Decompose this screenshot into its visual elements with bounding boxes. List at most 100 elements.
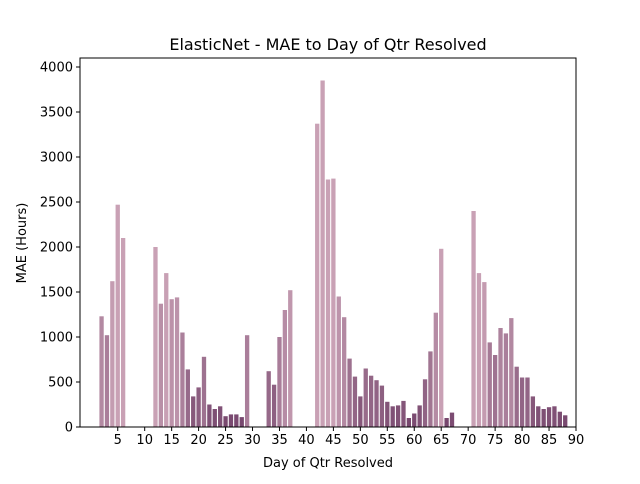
bar-day-77 bbox=[503, 333, 509, 427]
bar-day-19 bbox=[191, 396, 196, 427]
bar-day-88 bbox=[563, 415, 568, 427]
bar-day-84 bbox=[541, 409, 546, 427]
bar-day-15 bbox=[169, 299, 174, 427]
y-tick-label: 2000 bbox=[40, 241, 73, 256]
x-axis-ticks: 5 10 15 20 25 30 35 40 45 50 55 60 65 70 75 80 85 90 bbox=[114, 427, 585, 448]
chart-title: ElasticNet - MAE to Day of Qtr Resolved bbox=[169, 35, 486, 54]
bar-day-27 bbox=[234, 414, 239, 427]
bar-day-29 bbox=[244, 335, 250, 427]
x-tick-label: 55 bbox=[379, 433, 396, 448]
bar-day-21 bbox=[201, 356, 207, 427]
bar-day-55 bbox=[385, 401, 390, 427]
y-axis-ticks: 0 500 1000 1500 2000 2500 3000 3500 4000 bbox=[40, 61, 80, 436]
bar-day-74 bbox=[487, 342, 492, 427]
bar-day-63 bbox=[428, 351, 433, 427]
y-tick-label: 4000 bbox=[40, 61, 73, 76]
bar-day-65 bbox=[439, 248, 444, 427]
bar-day-59 bbox=[406, 418, 412, 427]
bar-day-76 bbox=[498, 328, 503, 427]
x-tick-label: 10 bbox=[136, 433, 153, 448]
bar-day-60 bbox=[412, 413, 417, 427]
x-tick-label: 20 bbox=[190, 433, 207, 448]
bar-day-28 bbox=[239, 417, 244, 427]
x-tick-label: 85 bbox=[541, 433, 558, 448]
bar-day-85 bbox=[546, 407, 552, 427]
bar-day-82 bbox=[530, 396, 536, 427]
x-tick-label: 75 bbox=[487, 433, 504, 448]
bar-day-35 bbox=[277, 337, 282, 427]
bar-day-12 bbox=[153, 247, 158, 427]
bar-day-14 bbox=[164, 273, 169, 427]
y-tick-label: 3000 bbox=[40, 151, 73, 166]
bar-day-62 bbox=[422, 379, 428, 427]
x-tick-label: 80 bbox=[514, 433, 531, 448]
bar-day-58 bbox=[401, 400, 406, 427]
bar-day-51 bbox=[363, 368, 368, 427]
x-axis-label: Day of Qtr Resolved bbox=[263, 456, 393, 471]
bar-day-71 bbox=[471, 211, 476, 427]
bar-day-72 bbox=[476, 273, 482, 427]
bar-day-13 bbox=[158, 303, 164, 427]
x-tick-label: 5 bbox=[114, 433, 122, 448]
bar-day-61 bbox=[417, 405, 422, 427]
plot-frame bbox=[79, 57, 577, 428]
bar-day-50 bbox=[358, 396, 363, 427]
bar-day-53 bbox=[374, 380, 379, 427]
x-tick-label: 40 bbox=[298, 433, 315, 448]
bar-day-67 bbox=[449, 412, 455, 427]
x-tick-label: 45 bbox=[325, 433, 342, 448]
y-tick-label: 1000 bbox=[40, 331, 73, 346]
bar-day-75 bbox=[492, 355, 498, 427]
bar-day-4 bbox=[110, 281, 115, 427]
bar-day-37 bbox=[288, 290, 293, 427]
bar-day-6 bbox=[120, 238, 126, 427]
bar-day-52 bbox=[368, 375, 374, 427]
x-tick-label: 70 bbox=[460, 433, 477, 448]
y-tick-label: 0 bbox=[65, 421, 73, 436]
bar-day-20 bbox=[196, 387, 201, 427]
bar-day-43 bbox=[320, 80, 325, 427]
bar-day-42 bbox=[315, 123, 320, 427]
x-tick-label: 30 bbox=[244, 433, 261, 448]
bar-day-44 bbox=[325, 179, 331, 427]
bar-day-34 bbox=[271, 384, 277, 427]
x-tick-label: 35 bbox=[271, 433, 288, 448]
bar-day-80 bbox=[519, 377, 525, 427]
y-tick-label: 2500 bbox=[40, 196, 73, 211]
x-tick-label: 65 bbox=[433, 433, 450, 448]
bar-day-56 bbox=[390, 406, 395, 427]
y-tick-label: 1500 bbox=[40, 286, 73, 301]
bar-day-66 bbox=[444, 418, 449, 427]
bar-day-86 bbox=[552, 406, 557, 427]
bar-day-36 bbox=[282, 310, 288, 427]
bar-day-48 bbox=[347, 358, 352, 427]
bar-day-25 bbox=[223, 416, 228, 427]
bar-day-22 bbox=[207, 404, 212, 427]
bar-day-49 bbox=[352, 376, 358, 427]
bar-day-16 bbox=[174, 297, 180, 427]
bar-day-17 bbox=[180, 332, 185, 427]
y-axis-label: MAE (Hours) bbox=[15, 203, 30, 284]
bar-day-73 bbox=[482, 282, 487, 427]
bar-day-23 bbox=[212, 409, 217, 427]
bar-day-54 bbox=[379, 385, 385, 427]
y-tick-label: 3500 bbox=[40, 106, 73, 121]
bars-group bbox=[99, 80, 568, 427]
x-tick-label: 60 bbox=[406, 433, 423, 448]
x-tick-label: 25 bbox=[217, 433, 234, 448]
bar-day-47 bbox=[342, 317, 347, 427]
bar-day-78 bbox=[509, 318, 514, 427]
bar-day-18 bbox=[185, 369, 190, 427]
y-tick-label: 500 bbox=[48, 376, 73, 391]
bar-day-57 bbox=[395, 405, 401, 427]
bar-day-81 bbox=[525, 377, 530, 427]
x-tick-label: 15 bbox=[163, 433, 180, 448]
bar-day-2 bbox=[99, 316, 104, 427]
bar-day-45 bbox=[331, 178, 336, 427]
bar-day-24 bbox=[218, 406, 223, 427]
bar-day-33 bbox=[266, 371, 271, 427]
x-tick-label: 90 bbox=[568, 433, 585, 448]
